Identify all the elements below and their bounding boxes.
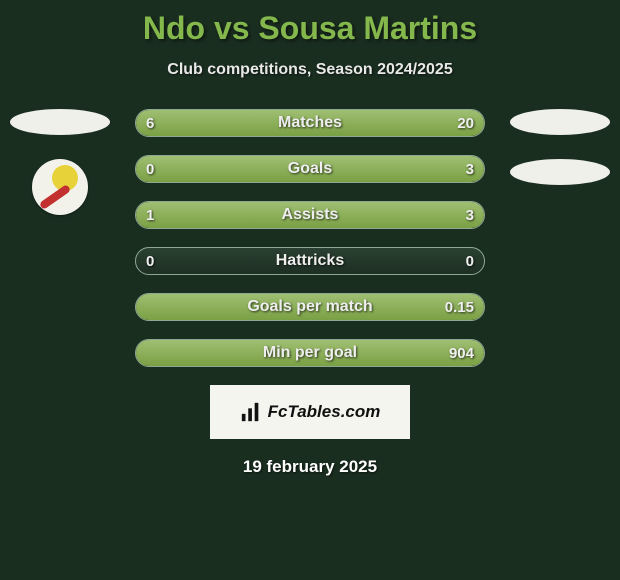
stat-value-right: 20 xyxy=(457,110,474,136)
player-left-club-badge xyxy=(32,159,88,215)
chart-icon xyxy=(240,401,262,423)
stat-value-right: 3 xyxy=(466,202,474,228)
stat-value-right: 0 xyxy=(466,248,474,274)
player-right-flag xyxy=(510,109,610,135)
comparison-panel: 6Matches200Goals31Assists30Hattricks0Goa… xyxy=(0,109,620,477)
stat-bar: 1Assists3 xyxy=(135,201,485,229)
date-text: 19 february 2025 xyxy=(0,457,620,477)
stat-bar: 0Goals3 xyxy=(135,155,485,183)
stat-value-right: 0.15 xyxy=(445,294,474,320)
player-left-column xyxy=(10,109,110,215)
stat-bars: 6Matches200Goals31Assists30Hattricks0Goa… xyxy=(135,109,485,367)
page-title: Ndo vs Sousa Martins xyxy=(0,0,620,47)
stat-bar: Goals per match0.15 xyxy=(135,293,485,321)
stat-bar: 6Matches20 xyxy=(135,109,485,137)
player-right-column xyxy=(510,109,610,209)
stat-label: Goals xyxy=(136,156,484,182)
stat-label: Hattricks xyxy=(136,248,484,274)
watermark-text: FcTables.com xyxy=(268,402,381,422)
stat-label: Matches xyxy=(136,110,484,136)
stat-value-right: 904 xyxy=(449,340,474,366)
stat-value-right: 3 xyxy=(466,156,474,182)
player-left-flag xyxy=(10,109,110,135)
stat-label: Assists xyxy=(136,202,484,228)
watermark: FcTables.com xyxy=(210,385,410,439)
player-right-club-badge xyxy=(510,159,610,185)
stat-label: Goals per match xyxy=(136,294,484,320)
subtitle: Club competitions, Season 2024/2025 xyxy=(0,61,620,79)
stat-label: Min per goal xyxy=(136,340,484,366)
stat-bar: Min per goal904 xyxy=(135,339,485,367)
stat-bar: 0Hattricks0 xyxy=(135,247,485,275)
